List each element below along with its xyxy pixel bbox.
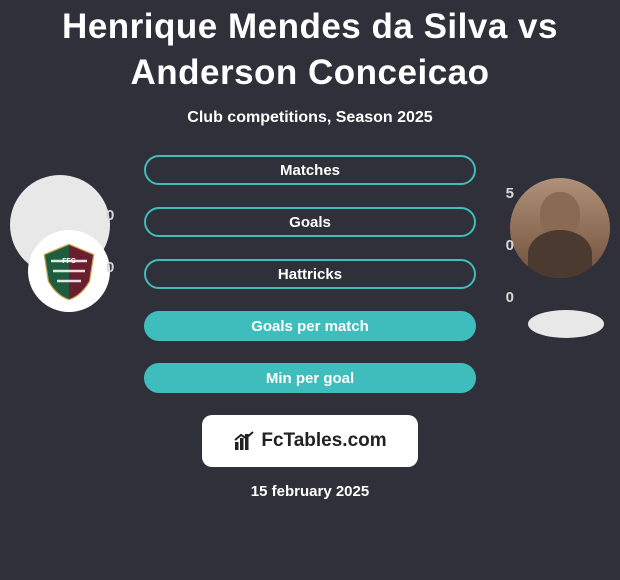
stat-right-value: 5 xyxy=(506,185,514,202)
stat-pill: Hattricks xyxy=(144,259,476,289)
stat-pill: Matches xyxy=(144,155,476,185)
player1-club-logo: FFC xyxy=(28,230,110,312)
stat-row-hattricks: 0 Hattricks 0 xyxy=(134,259,486,289)
stat-right-value: 0 xyxy=(506,237,514,254)
stat-right-value: 0 xyxy=(506,289,514,306)
stat-row-matches: Matches 5 xyxy=(134,155,486,185)
bar-chart-icon xyxy=(233,430,255,452)
page-title: Henrique Mendes da Silva vs Anderson Con… xyxy=(0,0,620,103)
stat-label: Goals per match xyxy=(251,318,369,335)
stat-row-mpg: Min per goal xyxy=(134,363,486,393)
player2-club-placeholder xyxy=(528,310,604,338)
stat-left-value: 0 xyxy=(106,259,114,276)
stat-label: Hattricks xyxy=(278,266,342,283)
stats-area: Matches 5 0 Goals 0 0 Hattricks 0 Goals … xyxy=(134,155,486,393)
stat-pill: Min per goal xyxy=(144,363,476,393)
brand-name: FcTables.com xyxy=(261,430,386,452)
fluminense-shield-icon: FFC xyxy=(39,241,99,301)
stat-left-value: 0 xyxy=(106,207,114,224)
stat-label: Matches xyxy=(280,162,340,179)
stat-pill: Goals xyxy=(144,207,476,237)
player2-avatar xyxy=(510,178,610,278)
date-line: 15 february 2025 xyxy=(0,483,620,500)
page-subtitle: Club competitions, Season 2025 xyxy=(0,109,620,127)
stat-label: Min per goal xyxy=(266,370,354,387)
fctables-badge[interactable]: FcTables.com xyxy=(202,415,418,467)
stat-label: Goals xyxy=(289,214,331,231)
stat-row-goals: 0 Goals 0 xyxy=(134,207,486,237)
stat-row-gpm: Goals per match xyxy=(134,311,486,341)
stat-pill: Goals per match xyxy=(144,311,476,341)
svg-text:FFC: FFC xyxy=(62,258,76,265)
